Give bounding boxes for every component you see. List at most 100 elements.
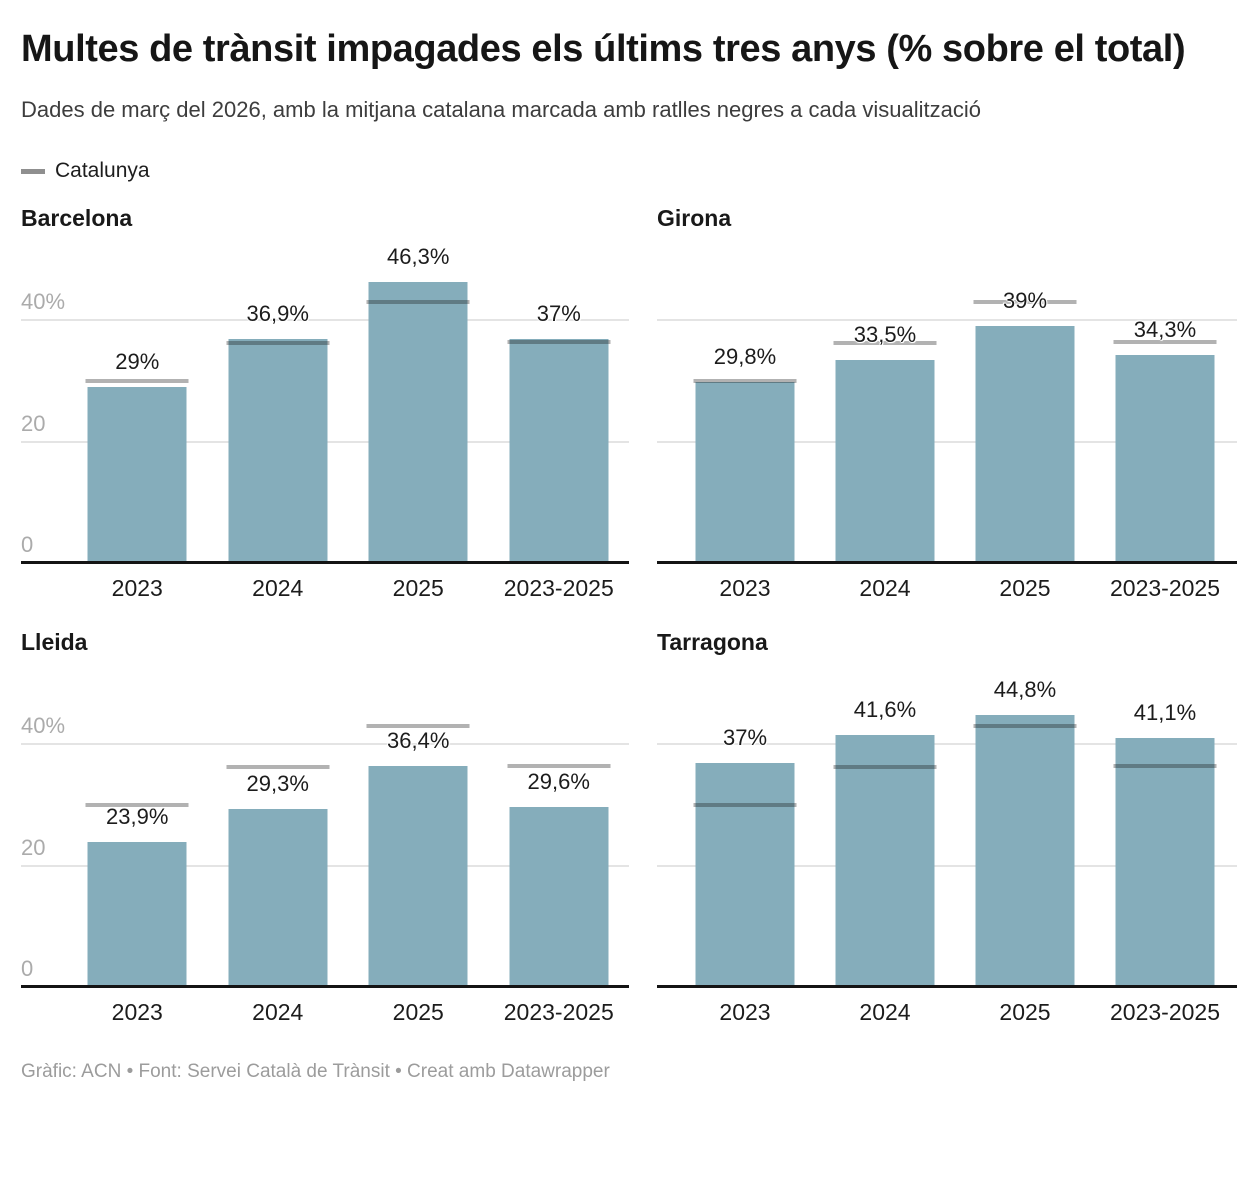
bar-slot-2025: 36,4% [348, 657, 489, 988]
x-label-2025: 2025 [999, 999, 1051, 1026]
bar-2023-2025[interactable] [509, 338, 609, 564]
panel-title-lleida: Lleida [21, 629, 88, 656]
catalunya-reference-line [973, 723, 1077, 728]
bar-2023-2025[interactable] [509, 807, 609, 988]
bar-value-label: 34,3% [1133, 316, 1197, 342]
bar-slot-2024: 36,9% [208, 233, 349, 564]
catalunya-reference-line [973, 299, 1077, 304]
bar-value-label: 36,4% [387, 728, 450, 754]
catalunya-reference-line [366, 723, 470, 728]
bar-value-label: 37% [722, 724, 768, 750]
plot-area: 0 20 40% 23,9% 29,3% 36,4% 29,6% [21, 657, 630, 989]
panel-lleida: Lleida 0 20 40% 23,9% 29,3% 36,4% 29,6% 2023 2024… [21, 627, 629, 1025]
bar-2023-2025[interactable] [1115, 354, 1215, 564]
catalunya-reference-line [85, 379, 189, 384]
x-label-2023: 2023 [111, 999, 163, 1026]
bar-value-label: 46,3% [387, 244, 450, 270]
panel-tarragona: Tarragona 37% 41,6% 44,8% 41,1% 2023 2024 2025 2… [657, 627, 1237, 1025]
gridline-20 [657, 440, 1237, 443]
bar-2025[interactable] [368, 282, 468, 564]
x-axis-line [657, 561, 1237, 565]
bar-2024[interactable] [228, 339, 328, 564]
catalunya-reference-line [1113, 340, 1217, 345]
x-axis-line [21, 561, 629, 565]
bar-value-label: 23,9% [106, 804, 169, 830]
bar-2023-2025[interactable] [1115, 737, 1215, 988]
bar-slot-2025: 46,3% [348, 233, 489, 564]
x-label-2025: 2025 [999, 575, 1051, 602]
x-axis-labels: 2023 2024 2025 2023-2025 [657, 575, 1237, 601]
x-label-2023: 2023 [719, 999, 771, 1026]
x-label-2025: 2025 [392, 999, 444, 1026]
catalunya-reference-line [833, 340, 937, 345]
bar-slot-2025: 44,8% [955, 657, 1095, 988]
bar-value-label: 29,6% [527, 769, 590, 795]
bars-container: 29% 36,9% 46,3% 37% [67, 233, 630, 564]
bar-2025[interactable] [975, 715, 1075, 988]
x-label-2023-2025: 2023-2025 [1110, 999, 1220, 1026]
bar-slot-2023: 23,9% [67, 657, 208, 988]
catalunya-reference-line [226, 764, 330, 769]
bar-2025[interactable] [975, 326, 1075, 564]
page-title: Multes de trànsit impagades els últims t… [21, 28, 1186, 70]
plot-area: 29,8% 33,5% 39% 34,3% [657, 233, 1237, 565]
bar-slot-2025: 39% [955, 233, 1095, 564]
panel-barcelona: Barcelona 0 20 40% 29% 36,9% 46,3% 37% 2023 2024 2… [21, 203, 629, 601]
catalunya-reference-line [85, 803, 189, 808]
panel-girona: Girona 29,8% 33,5% 39% 34,3% 2023 2024 2025 2023… [657, 203, 1237, 601]
bar-value-label: 39% [1002, 288, 1048, 314]
bar-value-label: 37% [536, 300, 581, 326]
bar-value-label: 29% [115, 349, 160, 375]
x-axis-line [21, 985, 629, 989]
bar-2023[interactable] [695, 382, 795, 564]
x-label-2023-2025: 2023-2025 [1110, 575, 1220, 602]
bar-value-label: 29,3% [246, 771, 309, 797]
bar-slot-2023-2025: 37% [489, 233, 630, 564]
gridline-20 [657, 864, 1237, 867]
y-tick-label-40: 40% [21, 713, 66, 739]
y-tick-label-0: 0 [21, 956, 34, 982]
y-tick-label-40: 40% [21, 289, 66, 315]
bar-slot-2024: 33,5% [815, 233, 955, 564]
bar-2025[interactable] [368, 766, 468, 988]
panel-title-girona: Girona [657, 205, 732, 232]
x-label-2023: 2023 [719, 575, 771, 602]
small-multiples-grid: Barcelona 0 20 40% 29% 36,9% 46,3% 37% 2023 2024 2… [0, 203, 1240, 1025]
x-label-2024: 2024 [252, 999, 304, 1026]
legend: Catalunya [21, 159, 1216, 183]
bar-2024[interactable] [228, 809, 328, 988]
bar-2024[interactable] [835, 734, 935, 988]
x-label-2023-2025: 2023-2025 [503, 999, 614, 1026]
x-label-2024: 2024 [252, 575, 304, 602]
catalunya-reference-line [833, 764, 937, 769]
bar-2023[interactable] [87, 387, 187, 564]
y-tick-label-20: 20 [21, 834, 46, 860]
catalunya-reference-line [366, 299, 470, 304]
x-label-2023: 2023 [111, 575, 163, 602]
bar-2023[interactable] [87, 842, 187, 988]
plot-area: 0 20 40% 29% 36,9% 46,3% 37% [21, 233, 630, 565]
bar-slot-2023: 37% [675, 657, 815, 988]
chart-subtitle: Dades de març del 2026, amb la mitjana c… [21, 96, 981, 122]
bar-2023[interactable] [695, 762, 795, 988]
bar-slot-2023-2025: 41,1% [1095, 657, 1235, 988]
x-label-2023-2025: 2023-2025 [503, 575, 614, 602]
bar-value-label: 41,6% [853, 696, 917, 722]
bar-slot-2023-2025: 29,6% [489, 657, 630, 988]
plot-area: 37% 41,6% 44,8% 41,1% [657, 657, 1237, 989]
y-tick-label-0: 0 [21, 532, 34, 558]
bars-container: 23,9% 29,3% 36,4% 29,6% [67, 657, 630, 988]
x-label-2024: 2024 [859, 999, 911, 1026]
bar-2024[interactable] [835, 359, 935, 564]
legend-label: Catalunya [55, 159, 150, 183]
gridline-40 [657, 319, 1237, 322]
chart-footer: Gràfic: ACN • Font: Servei Català de Trà… [21, 1061, 610, 1083]
bars-container: 29,8% 33,5% 39% 34,3% [675, 233, 1235, 564]
bar-value-label: 44,8% [993, 677, 1057, 703]
panel-title-barcelona: Barcelona [21, 205, 133, 232]
bar-value-label: 41,1% [1133, 699, 1197, 725]
gridline-40 [21, 743, 629, 746]
x-axis-labels: 2023 2024 2025 2023-2025 [21, 575, 629, 601]
catalunya-reference-line [693, 379, 797, 384]
